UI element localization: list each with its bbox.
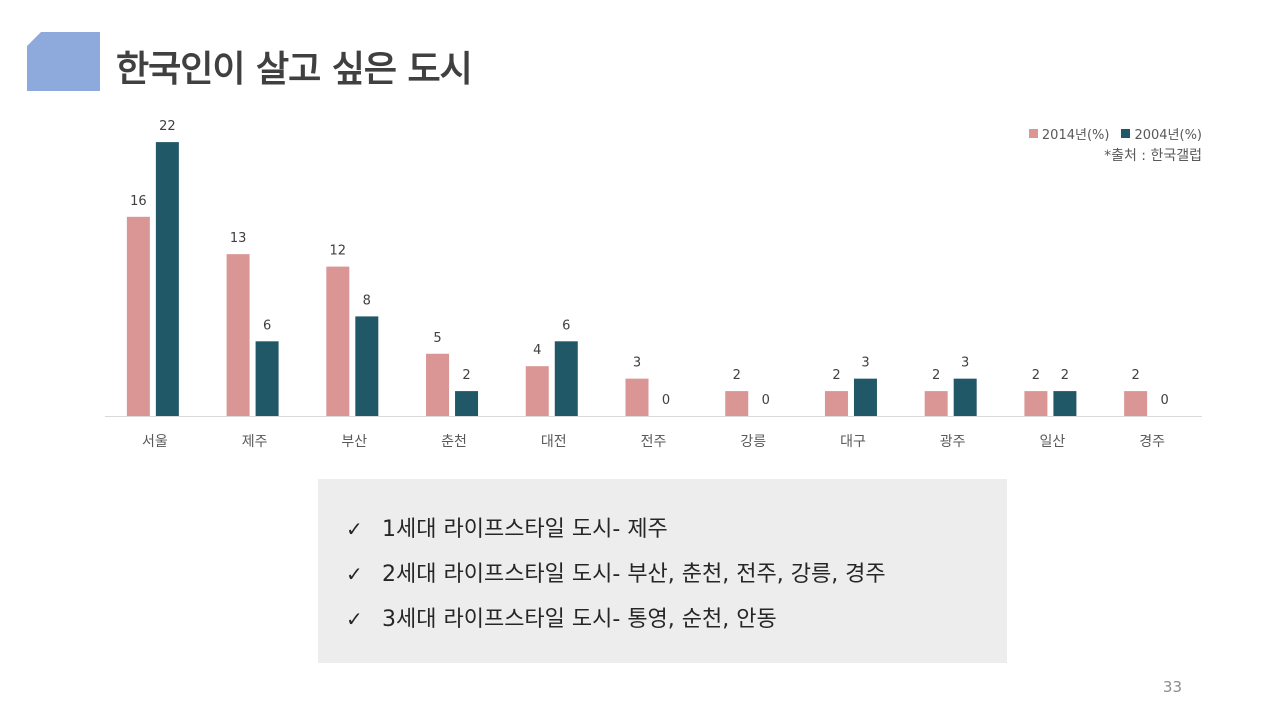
data-label: 6	[562, 318, 570, 333]
bar-2004	[355, 316, 379, 416]
data-label: 2	[1061, 368, 1069, 383]
x-tick-label: 부산	[341, 434, 367, 450]
bar-2014	[824, 391, 848, 416]
bar-2014	[426, 353, 450, 416]
list-item: ✓ 3세대 라이프스타일 도시- 통영, 순천, 안동	[346, 597, 1007, 642]
x-tick-label: 춘천	[441, 434, 467, 450]
source-note: *출처 : 한국갤럽	[1104, 148, 1202, 164]
list-item: ✓ 1세대 라이프스타일 도시- 제주	[346, 507, 1007, 552]
x-tick-label: 대전	[541, 434, 567, 450]
x-tick-label: 경주	[1139, 434, 1165, 450]
data-label: 13	[230, 231, 247, 246]
note-text: 2세대 라이프스타일 도시- 부산, 춘천, 전주, 강릉, 경주	[382, 562, 886, 587]
legend-label-2014: 2014년(%)	[1041, 128, 1110, 143]
x-tick-label: 광주	[940, 434, 966, 450]
data-label: 4	[533, 343, 541, 358]
data-label: 2	[1032, 368, 1040, 383]
data-label: 2	[462, 368, 470, 383]
bar-2004	[1053, 391, 1077, 416]
check-mark-icon: ✓	[346, 562, 363, 586]
legend-item-2014: 2014년(%)	[1028, 124, 1110, 143]
data-label: 5	[433, 331, 441, 346]
data-label: 2	[733, 368, 741, 383]
data-label: 6	[263, 318, 271, 333]
bar-2014	[226, 254, 250, 416]
notes-list: ✓ 1세대 라이프스타일 도시- 제주 ✓ 2세대 라이프스타일 도시- 부산,…	[318, 479, 1007, 642]
page-number: 33	[1162, 678, 1182, 696]
data-label: 3	[861, 356, 869, 371]
bar-2014	[126, 216, 150, 416]
x-tick-label: 일산	[1040, 434, 1066, 450]
legend-item-2004: 2004년(%)	[1121, 124, 1202, 143]
bar-2004	[554, 341, 578, 416]
notes-box: ✓ 1세대 라이프스타일 도시- 제주 ✓ 2세대 라이프스타일 도시- 부산,…	[318, 479, 1007, 663]
bar-2014	[924, 391, 948, 416]
x-tick-label: 제주	[242, 434, 268, 450]
bar-2014	[1124, 391, 1148, 416]
data-label: 3	[633, 356, 641, 371]
data-label: 12	[330, 244, 347, 259]
bar-2014	[525, 366, 549, 416]
legend-swatch-2004	[1121, 129, 1131, 138]
bar-2014	[326, 266, 350, 416]
bar-2004	[455, 391, 479, 416]
note-text: 1세대 라이프스타일 도시- 제주	[382, 517, 668, 542]
chart-legend: 2014년(%) 2004년(%)	[1028, 124, 1202, 143]
list-item: ✓ 2세대 라이프스타일 도시- 부산, 춘천, 전주, 강릉, 경주	[346, 552, 1007, 597]
note-text: 3세대 라이프스타일 도시- 통영, 순천, 안동	[382, 607, 777, 632]
data-label: 2	[832, 368, 840, 383]
check-mark-icon: ✓	[346, 517, 363, 541]
legend-swatch-2014	[1028, 129, 1038, 138]
bar-2004	[853, 378, 877, 416]
bar-2014	[625, 378, 649, 416]
data-label: 3	[961, 356, 969, 371]
data-label: 2	[932, 368, 940, 383]
data-label: 0	[762, 393, 770, 408]
legend-label-2004: 2004년(%)	[1134, 128, 1202, 143]
bar-2014	[1024, 391, 1048, 416]
bar-2004	[255, 341, 279, 416]
page-title: 한국인이 살고 싶은 도시	[116, 49, 473, 90]
data-label: 16	[130, 194, 147, 209]
data-label: 2	[1131, 368, 1139, 383]
x-tick-label: 전주	[641, 434, 667, 450]
title-accent-shape	[27, 32, 100, 91]
data-label: 0	[662, 393, 670, 408]
x-tick-label: 대구	[840, 434, 866, 450]
data-label: 0	[1160, 393, 1168, 408]
check-mark-icon: ✓	[346, 607, 363, 631]
bar-chart: 1622서울136제주128부산52춘천46대전30전주20강릉23대구23광주…	[105, 119, 1202, 450]
bar-2004	[953, 378, 977, 416]
bar-2004	[155, 142, 179, 416]
data-label: 8	[363, 293, 371, 308]
data-label: 22	[159, 119, 176, 134]
x-tick-label: 강릉	[740, 434, 766, 450]
x-tick-label: 서울	[142, 434, 168, 450]
bar-2014	[725, 391, 749, 416]
